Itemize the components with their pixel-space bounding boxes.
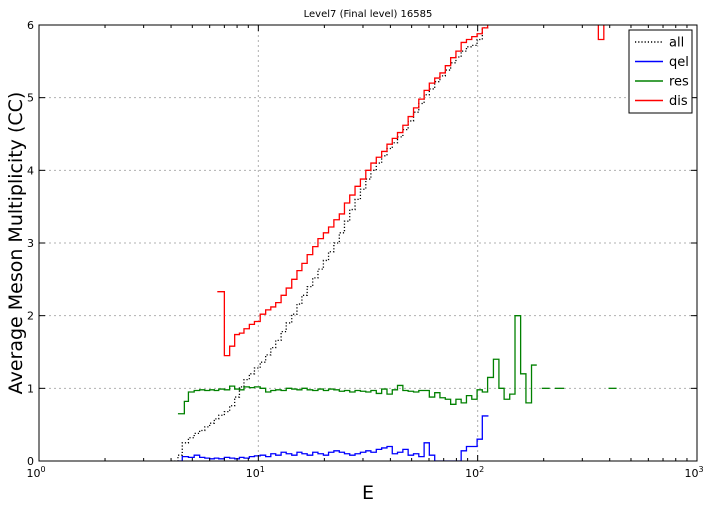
x-tick-label: 102	[465, 465, 484, 480]
y-tick-label: 2	[27, 310, 34, 323]
series-layer	[171, 25, 617, 461]
ticks: 0 1 2 3 4 5 6 100 101 102 103	[26, 19, 703, 480]
y-tick-label: 3	[27, 237, 34, 250]
x-tick-label: 103	[684, 465, 703, 480]
y-tick-label: 4	[27, 164, 34, 177]
legend-label-res: res	[669, 75, 689, 90]
legend: all qel res dis	[628, 29, 693, 114]
series-res-line	[177, 315, 537, 415]
legend-label-qel: qel	[669, 55, 689, 70]
series-dis-segment	[597, 25, 605, 41]
legend-box	[628, 29, 693, 114]
x-tick-label: 101	[246, 465, 265, 480]
y-tick-label: 0	[27, 455, 34, 468]
series-qel-line	[177, 415, 489, 461]
legend-label-dis: dis	[669, 94, 688, 109]
y-tick-label: 5	[27, 92, 34, 105]
series-all-line	[171, 25, 489, 461]
x-axis-label: E	[362, 482, 374, 504]
y-axis-label: Average Meson Multiplicity (CC)	[5, 92, 27, 395]
x-tick-label: 100	[26, 465, 45, 480]
legend-label-all: all	[669, 36, 684, 51]
series-dis-line	[217, 25, 489, 357]
y-tick-label: 1	[27, 382, 34, 395]
y-tick-label: 6	[27, 19, 34, 32]
chart-title: Level7 (Final level) 16585	[304, 9, 433, 20]
